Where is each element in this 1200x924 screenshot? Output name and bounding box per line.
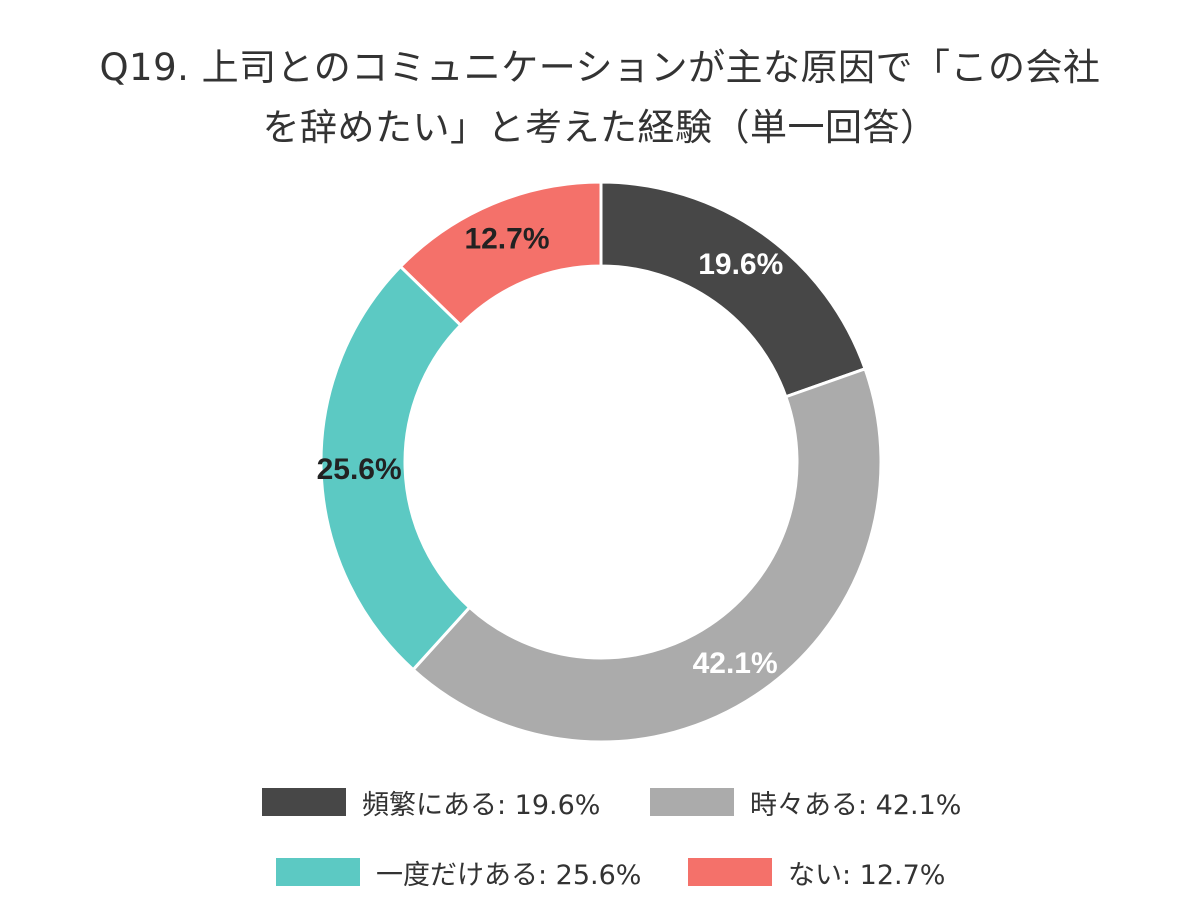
donut-slices (319, 180, 883, 744)
slice-label-sometimes: 42.1% (693, 647, 778, 680)
chart-title-line-1: Q19. 上司とのコミュニケーションが主な原因で「この会社 (99, 46, 1101, 89)
slice-label-never: 12.7% (464, 223, 549, 256)
donut-slice-labels: 19.6% 42.1% 25.6% 12.7% (317, 223, 784, 680)
donut-slice-frequently (599, 180, 867, 399)
donut-slice-sometimes (411, 366, 883, 744)
donut-slice-only-once (319, 264, 472, 672)
chart-title-line-2: を辞めたい」と考えた経験（単一回答） (262, 106, 938, 149)
chart-title: Q19. 上司とのコミュニケーションが主な原因で「この会社 を辞めたい」と考えた… (0, 38, 1200, 158)
slice-label-frequently: 19.6% (698, 248, 783, 281)
donut-slice-never (398, 180, 603, 328)
slice-label-only-once: 25.6% (317, 453, 402, 486)
